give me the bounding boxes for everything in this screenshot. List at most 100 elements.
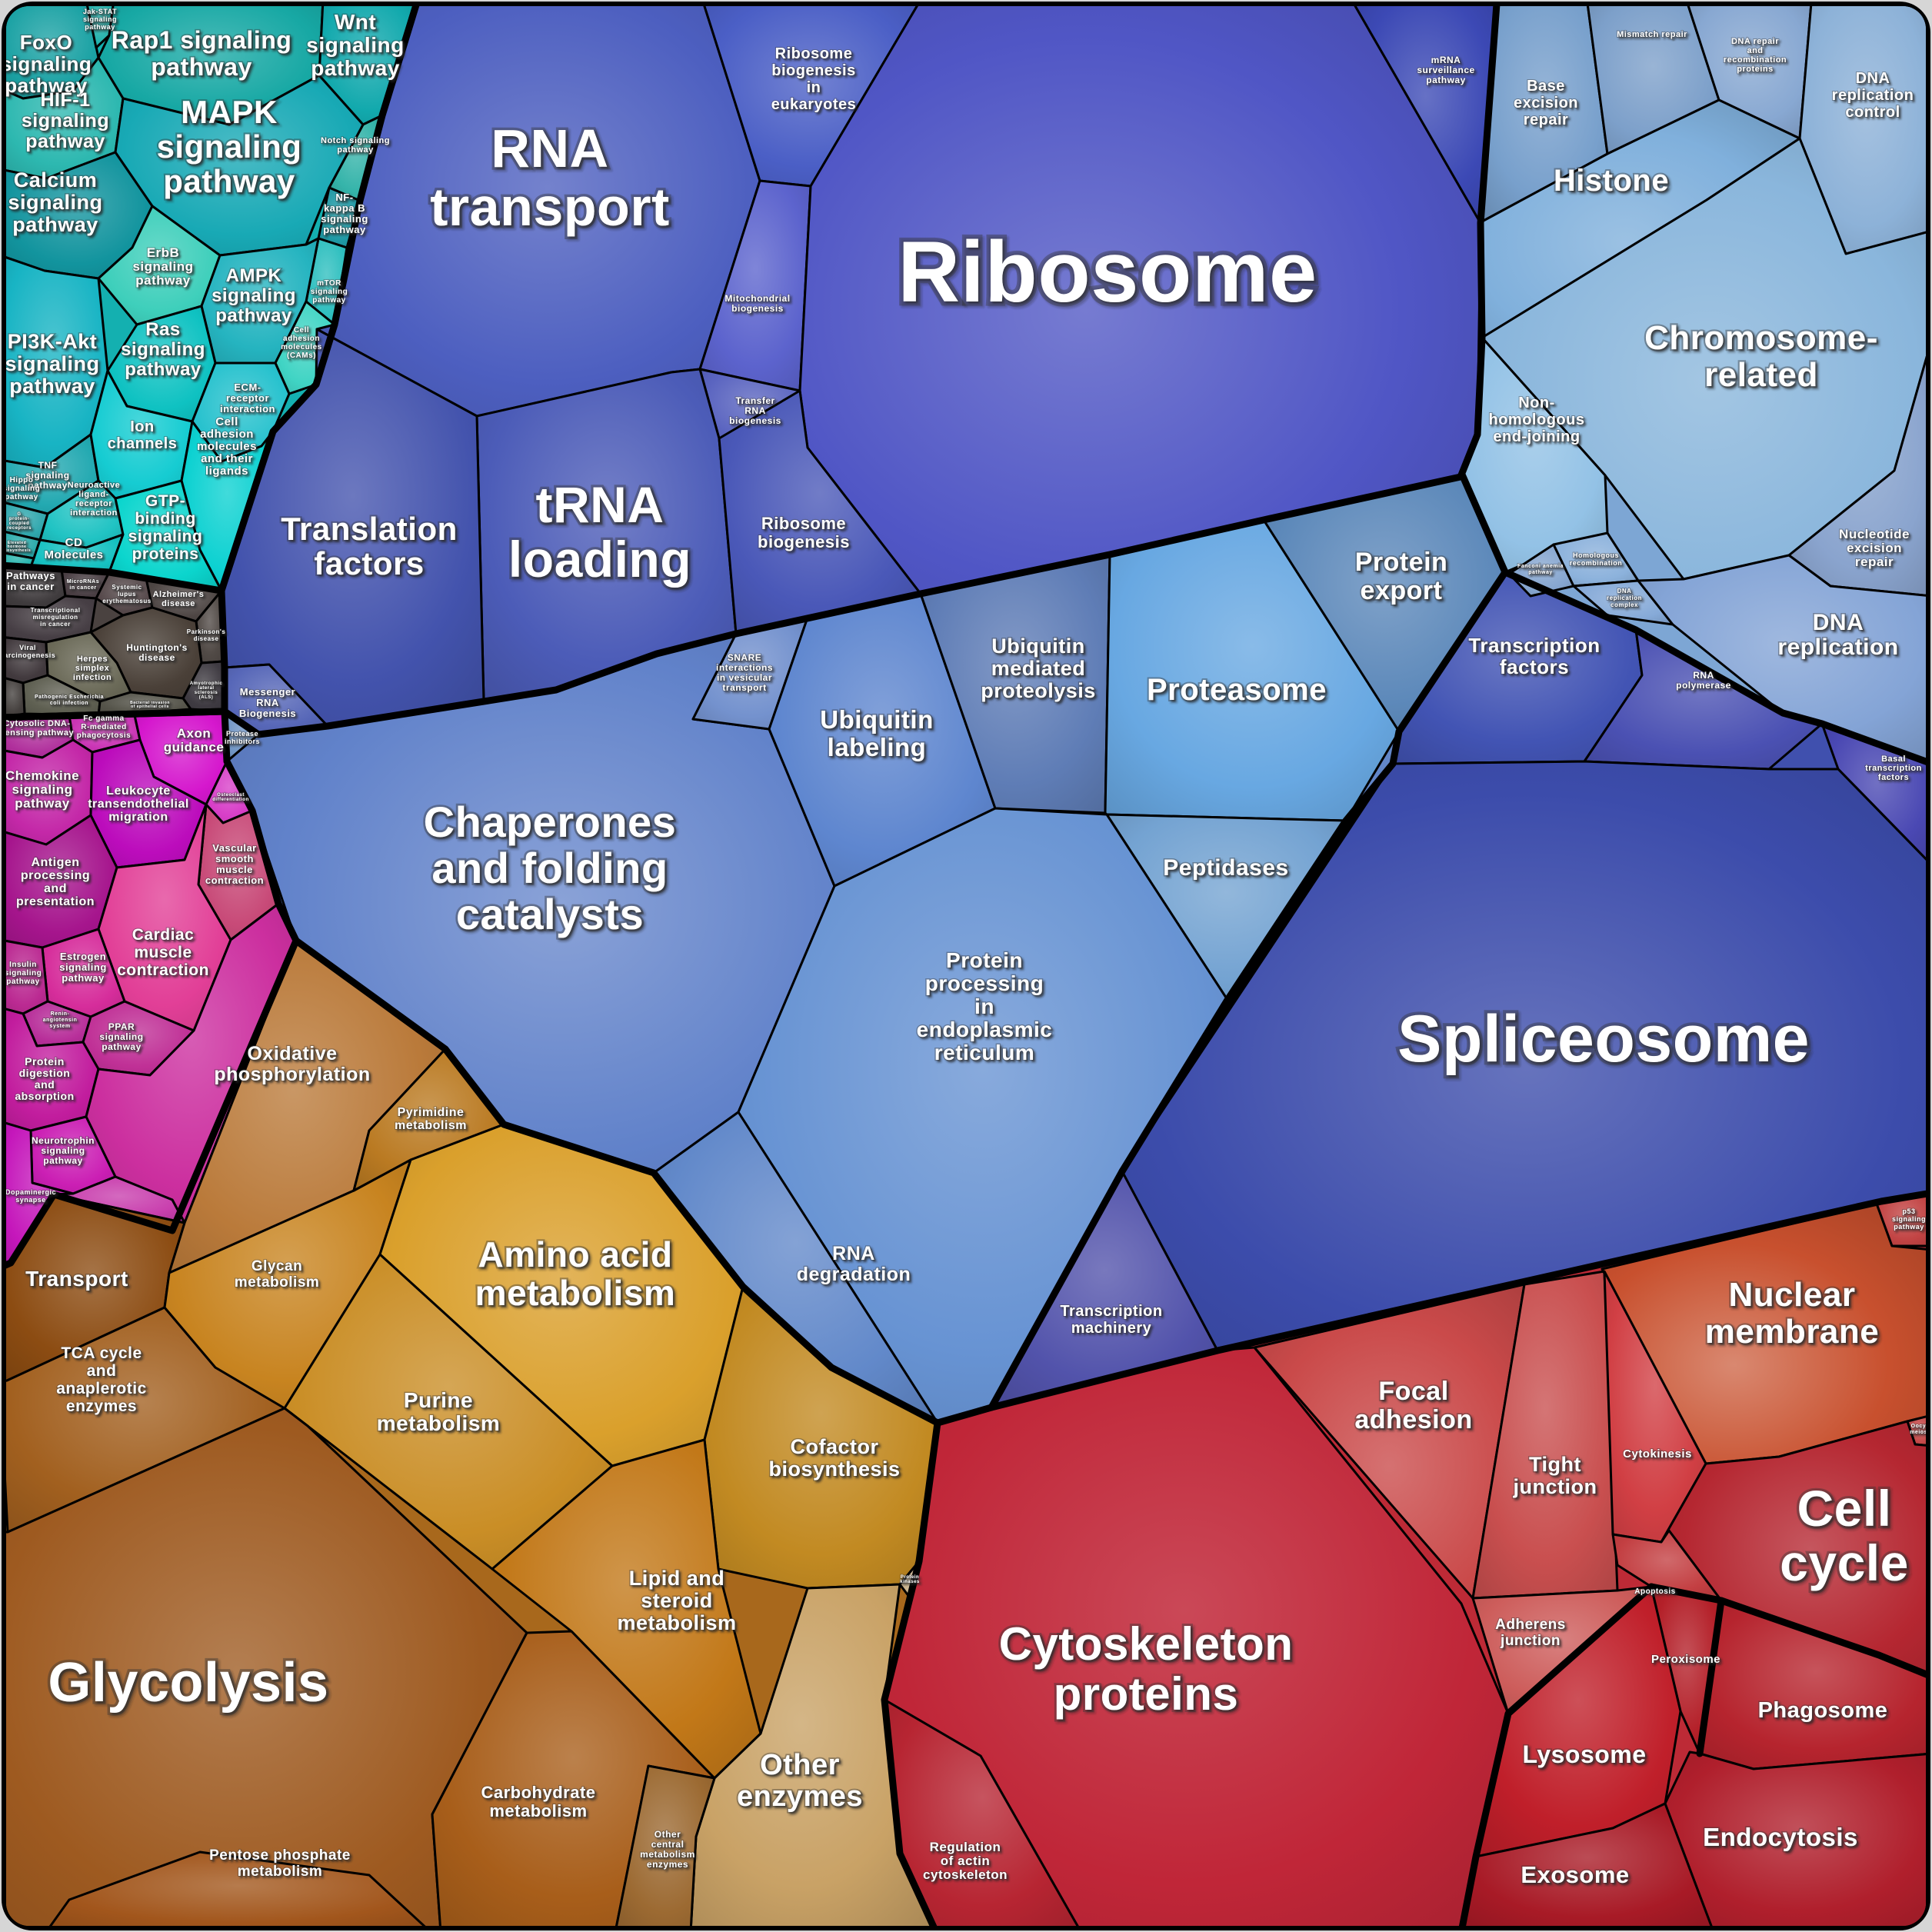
- svg-text:Cytokinesis: Cytokinesis: [1623, 1447, 1692, 1461]
- svg-text:Proteasome: Proteasome: [1147, 673, 1327, 707]
- svg-text:Mismatch repair: Mismatch repair: [1617, 30, 1687, 39]
- svg-text:Apoptosis: Apoptosis: [1634, 1587, 1675, 1596]
- svg-text:Histone: Histone: [1554, 164, 1669, 198]
- svg-text:Glycolysis: Glycolysis: [48, 1652, 328, 1714]
- svg-text:Chromosome-related: Chromosome-related: [1644, 319, 1878, 394]
- svg-text:Lysosome: Lysosome: [1522, 1740, 1646, 1768]
- svg-text:Cytosolic DNA-sensing pathway: Cytosolic DNA-sensing pathway: [0, 719, 74, 738]
- svg-text:Transport: Transport: [25, 1267, 128, 1291]
- svg-text:Phagosome: Phagosome: [1758, 1698, 1888, 1723]
- svg-text:Ribosome: Ribosome: [898, 224, 1317, 320]
- svg-text:Peroxisome: Peroxisome: [1651, 1653, 1720, 1666]
- svg-text:Peptidases: Peptidases: [1163, 855, 1288, 881]
- svg-text:Exosome: Exosome: [1521, 1861, 1629, 1888]
